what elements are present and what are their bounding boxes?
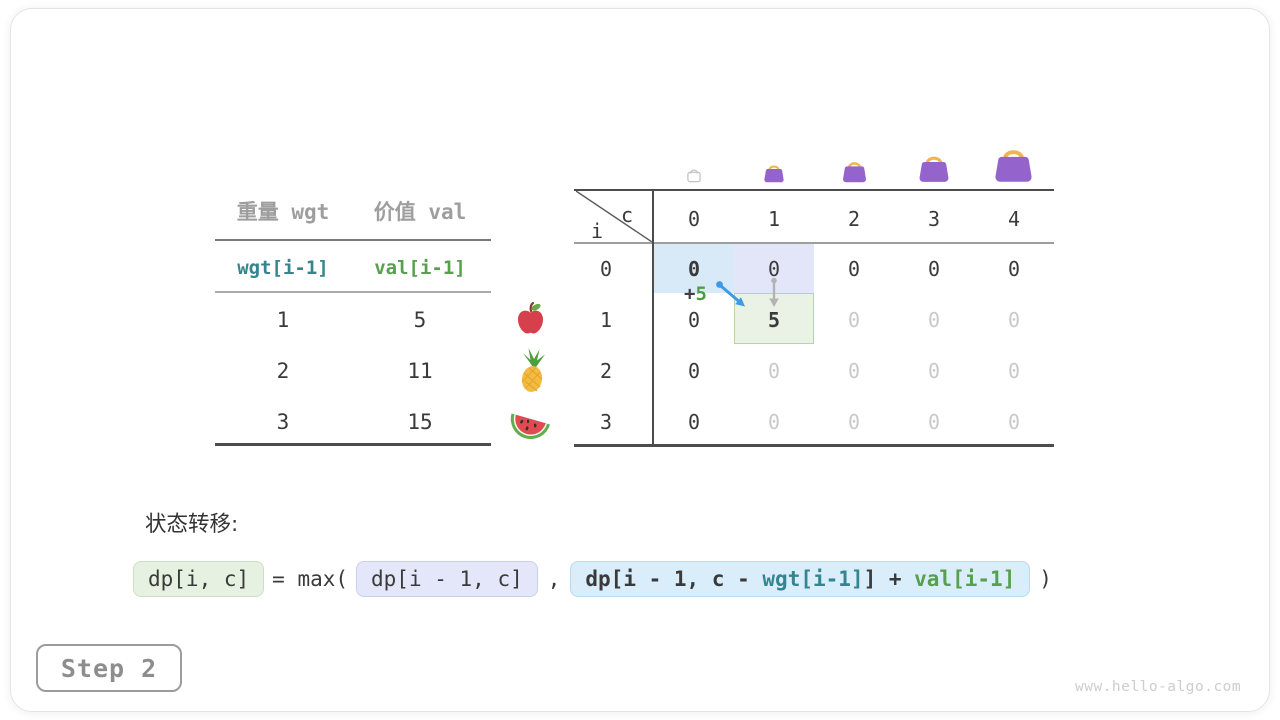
item1-weight: 1 [276,308,290,332]
corner-col-var: c [620,203,634,227]
left-table-bottom-rule [215,443,491,446]
col-header-0: 0 [687,207,701,231]
col-header-3: 3 [927,207,941,231]
watermark: www.hello-algo.com [1075,679,1242,695]
annotation-plus: + [684,283,696,305]
val-var-label: val[i-1] [374,257,466,279]
take-term-val: val[i-1] [914,567,1016,591]
item1-value: 5 [413,308,427,332]
dp-cell-2-2: 0 [847,359,861,383]
pineapple-icon [521,348,545,392]
dp-cell-1-2: 0 [847,308,861,332]
state-transition-formula: dp[i, c] = max( dp[i - 1, c] , dp[i - 1,… [133,561,1052,597]
corner-row-var: i [590,219,604,243]
formula-comma: , [547,567,561,591]
weight-column-header: 重量 wgt [236,200,330,224]
dp-cell-0-4: 0 [1007,257,1021,281]
dp-cell-1-0: 0 [687,308,701,332]
blue-transition-arrow-icon [716,281,745,307]
value-column-header: 价值 val [373,200,467,224]
row-header-1: 1 [599,308,613,332]
dp-table-vertical-rule [652,189,654,446]
plus-value-annotation: +5 [684,283,707,305]
item3-value: 15 [407,410,433,434]
state-transition-heading: 状态转移: [145,512,239,537]
dp-cell-1-1: 5 [767,308,781,332]
dp-table-header-rule [574,242,1054,244]
dp-cell-3-4: 0 [1007,410,1021,434]
left-table-mid-rule [215,291,491,293]
formula-max-operator: = max( [272,567,349,591]
dp-cell-1-4: 0 [1007,308,1021,332]
bag-xlarge-icon [995,150,1032,182]
dp-cell-0-1: 0 [767,257,781,281]
figure-card [10,8,1270,712]
col-header-2: 2 [847,207,861,231]
formula-lhs-box: dp[i, c] [133,561,265,597]
gray-transition-arrow-icon [769,277,779,307]
take-term-prefix: dp[i - 1, c - [585,567,763,591]
take-term-wgt: wgt[i-1] [762,567,864,591]
dp-cell-2-4: 0 [1007,359,1021,383]
watermelon-icon [510,413,551,440]
bag-large-icon [919,156,949,182]
dp-cell-3-2: 0 [847,410,861,434]
col-header-4: 4 [1007,207,1021,231]
bag-medium-icon [843,162,866,183]
dp-cell-0-0: 0 [687,257,701,281]
dp-cell-3-3: 0 [927,410,941,434]
dp-cell-3-1: 0 [767,410,781,434]
dp-cell-2-0: 0 [687,359,701,383]
dp-cell-2-1: 0 [767,359,781,383]
bag-small-icon [764,165,784,183]
dp-cell-2-3: 0 [927,359,941,383]
dp-cell-0-3: 0 [927,257,941,281]
dp-cell-0-2: 0 [847,257,861,281]
row-header-2: 2 [599,359,613,383]
item2-weight: 2 [276,359,290,383]
row-header-3: 3 [599,410,613,434]
take-term-mid: ] + [863,567,915,591]
formula-close-paren: ) [1039,567,1052,591]
step-badge: Step 2 [36,644,182,692]
left-table-top-rule [215,239,491,241]
dp-table-top-rule [574,189,1054,191]
annotation-value: 5 [695,283,707,305]
formula-take-term-box: dp[i - 1, c - wgt[i-1]] + val[i-1] [570,561,1031,597]
item2-value: 11 [407,359,433,383]
dp-cell-3-0: 0 [687,410,701,434]
dp-cell-1-3: 0 [927,308,941,332]
apple-icon [518,301,543,334]
item3-weight: 3 [276,410,290,434]
corner-diagonal-line [576,191,652,242]
bag-empty-icon [687,169,701,183]
dp-table-bottom-rule [574,444,1054,447]
row-header-0: 0 [599,257,613,281]
formula-skip-term-box: dp[i - 1, c] [356,561,538,597]
col-header-1: 1 [767,207,781,231]
wgt-var-label: wgt[i-1] [237,257,329,279]
